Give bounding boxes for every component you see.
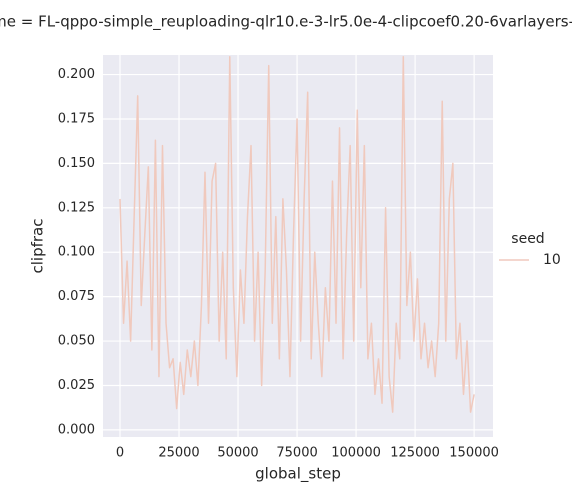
y-tick-label: 0.200 — [58, 67, 95, 82]
legend-label: 10 — [543, 252, 561, 268]
y-axis-label: clipfrac — [29, 219, 47, 274]
x-tick-label: 100000 — [331, 446, 381, 461]
y-tick-label: 0.000 — [58, 422, 95, 437]
x-tick-label: 25000 — [158, 446, 199, 461]
y-tick-label: 0.025 — [58, 378, 95, 393]
x-tick-label: 150000 — [449, 446, 499, 461]
y-tick-label: 0.075 — [58, 289, 95, 304]
y-tick-label: 0.125 — [58, 200, 95, 215]
line-series — [119, 56, 475, 413]
x-tick-label: 0 — [116, 446, 124, 461]
y-tick-label: 0.175 — [58, 111, 95, 126]
y-tick-label: 0.050 — [58, 334, 95, 349]
y-tick-label: 0.100 — [58, 245, 95, 260]
legend-title: seed — [511, 231, 544, 247]
x-tick-label: 75000 — [276, 446, 317, 461]
x-axis-label: global_step — [255, 465, 341, 484]
y-tick-label: 0.150 — [58, 156, 95, 171]
chart-title: me = FL-qppo-simple_reuploading-qlr10.e-… — [0, 13, 572, 32]
x-tick-label: 125000 — [390, 446, 440, 461]
x-tick-label: 50000 — [217, 446, 258, 461]
